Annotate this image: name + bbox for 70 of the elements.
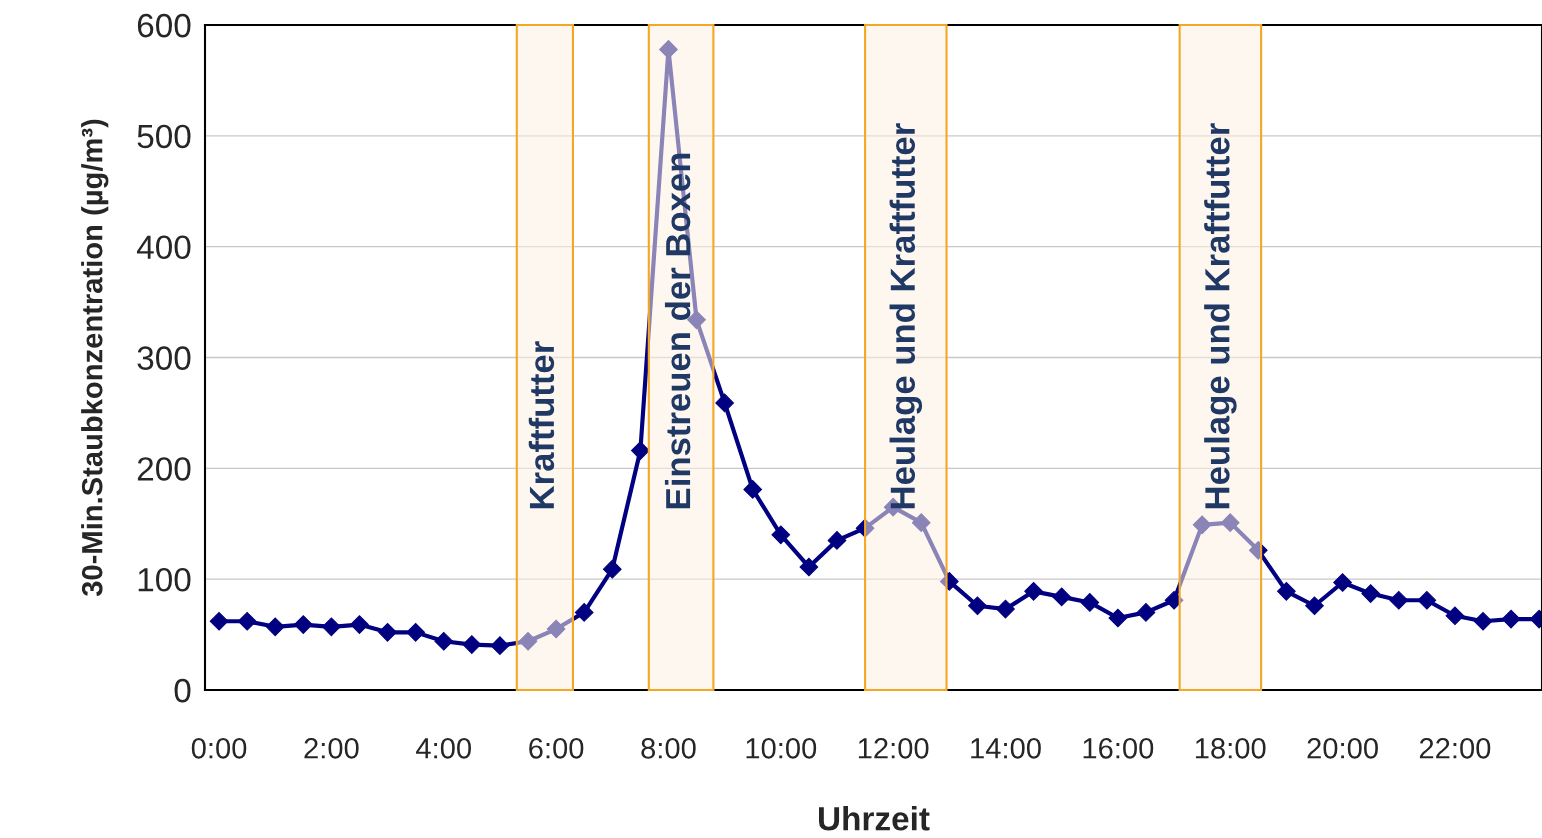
point: [771, 525, 791, 545]
point: [602, 559, 622, 579]
point: [237, 611, 257, 631]
point: [1024, 582, 1043, 601]
x-tick-label: 4:00: [416, 737, 471, 759]
point: [911, 513, 931, 532]
x-tick-label: 14:00: [971, 737, 1041, 759]
point: [1361, 584, 1381, 603]
point: [350, 615, 369, 634]
point: [1080, 593, 1100, 612]
band-label: Kraftfutter: [528, 341, 555, 509]
point: [434, 631, 454, 651]
point: [265, 617, 285, 637]
point: [1164, 590, 1184, 610]
point: [1417, 590, 1437, 610]
band-label: Einstreuen der Boxen: [664, 153, 691, 509]
x-tick-label: 2:00: [304, 737, 359, 759]
point: [462, 635, 482, 654]
point: [1220, 513, 1240, 532]
point: [939, 572, 959, 591]
point: [574, 603, 594, 622]
point: [1052, 587, 1072, 607]
point: [827, 531, 847, 550]
point: [1108, 608, 1128, 628]
point: [1333, 573, 1352, 592]
point: [1445, 606, 1465, 626]
point: [1473, 611, 1493, 631]
y-tick-label: 200: [137, 457, 191, 481]
band-label: Heulage und Kraftfutter: [889, 123, 923, 509]
point: [799, 557, 819, 577]
x-tick-label: 8:00: [641, 737, 696, 759]
point: [1305, 596, 1324, 616]
y-tick-label: 0: [174, 678, 191, 703]
point: [406, 623, 426, 642]
point: [209, 611, 229, 631]
x-tick-label: 10:00: [746, 737, 817, 759]
point: [378, 623, 397, 642]
point: [1389, 590, 1409, 610]
x-tick-label: 16:00: [1083, 737, 1154, 759]
point: [322, 617, 341, 637]
point: [659, 40, 678, 59]
point: [546, 619, 566, 639]
point: [490, 636, 510, 656]
x-tick-label: 0:00: [191, 737, 247, 759]
y-tick-label: 300: [137, 346, 191, 370]
point: [518, 631, 538, 651]
band-label: Heulage und Kraftfutter: [1204, 123, 1237, 509]
point: [743, 480, 763, 499]
point: [996, 599, 1015, 619]
point: [855, 518, 875, 538]
point: [631, 441, 650, 460]
x-tick-label: 12:00: [858, 737, 929, 759]
y-tick-label: 400: [136, 235, 191, 260]
point: [1192, 515, 1212, 535]
point: [293, 615, 313, 634]
y-tick-label: 500: [137, 124, 191, 149]
x-tick-label: 22:00: [1419, 737, 1491, 759]
point: [715, 393, 734, 413]
point: [968, 596, 987, 616]
point: [1277, 582, 1296, 601]
point: [1248, 540, 1268, 560]
point: [1136, 603, 1156, 622]
x-tick-label: 6:00: [529, 737, 584, 759]
x-tick-label: 18:00: [1195, 737, 1266, 759]
point: [1501, 609, 1521, 629]
x-axis-title: Uhrzeit: [819, 806, 930, 831]
y-axis-title: 30-Min.Staubkonzentration (µg/m³): [81, 119, 109, 597]
y-tick-label: 600: [137, 13, 191, 38]
x-tick-label: 20:00: [1307, 737, 1378, 759]
y-tick-label: 100: [138, 567, 191, 592]
